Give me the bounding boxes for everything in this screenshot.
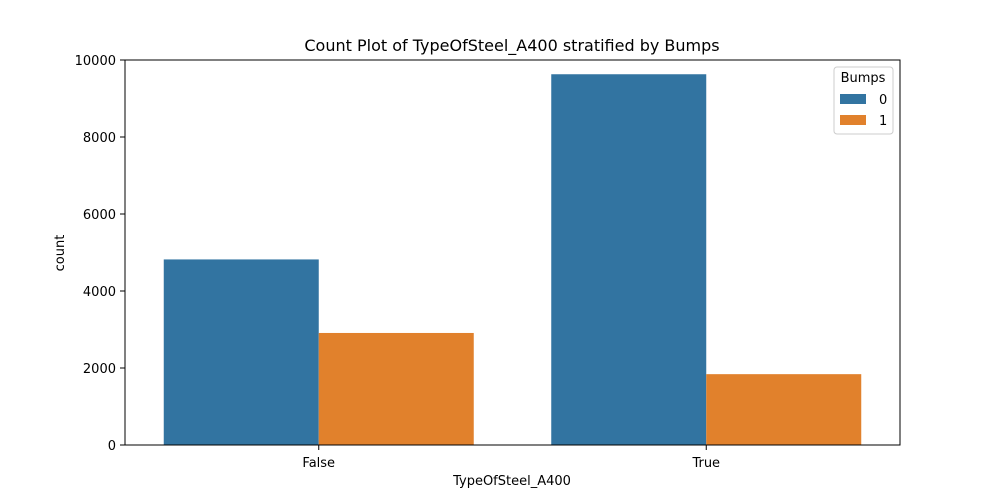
y-tick-label: 10000 (75, 54, 116, 69)
legend-swatch-1 (840, 115, 866, 125)
bars-group (163, 74, 862, 446)
bar-False-bumps-0 (163, 259, 319, 445)
bar-True-bumps-1 (706, 374, 862, 445)
x-tick-label: True (691, 456, 720, 471)
y-tick-label: 2000 (83, 362, 116, 377)
y-tick-label: 4000 (83, 285, 116, 300)
bar-False-bumps-1 (318, 332, 474, 445)
plot-frame (124, 59, 901, 446)
y-tick-label: 6000 (83, 208, 116, 223)
y-tick-label: 0 (108, 439, 116, 454)
legend-label-0: 0 (879, 93, 887, 108)
legend-title: Bumps (841, 71, 886, 86)
legend-swatch-0 (840, 94, 866, 104)
bar-True-bumps-0 (551, 74, 707, 446)
x-tick-label: False (302, 456, 335, 471)
y-tick-label: 8000 (83, 131, 116, 146)
legend: Bumps 0 1 (833, 66, 894, 135)
chart-title: Count Plot of TypeOfSteel_A400 stratifie… (304, 36, 719, 56)
y-axis-ticks: 0 2000 4000 6000 8000 10000 (75, 54, 125, 454)
y-axis-label: count (53, 235, 68, 272)
legend-label-1: 1 (879, 114, 887, 129)
x-axis-label: TypeOfSteel_A400 (452, 474, 571, 489)
x-axis-ticks: False True (302, 445, 720, 471)
